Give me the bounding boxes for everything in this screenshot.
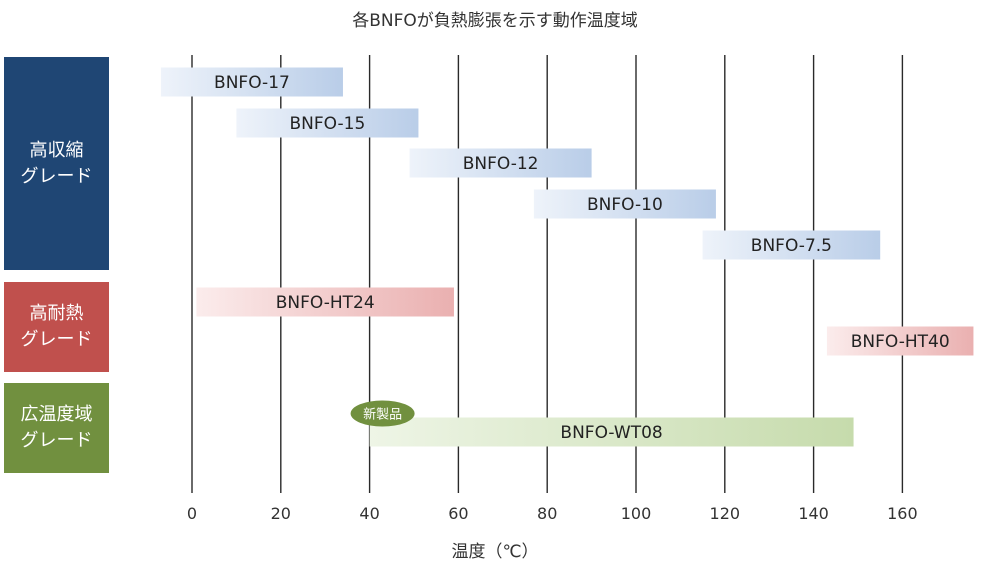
bar-label: BNFO-7.5 — [751, 236, 832, 256]
x-axis-label: 温度（℃） — [451, 542, 539, 562]
new-product-badge-label: 新製品 — [363, 407, 402, 423]
group-label-high-shrinkage: 高収縮 グレード — [4, 57, 109, 270]
group-label-line1: 広温度域 — [20, 404, 93, 425]
x-tick-label: 100 — [621, 504, 652, 523]
bar-label: BNFO-17 — [214, 73, 290, 93]
bar-label: BNFO-HT24 — [276, 293, 375, 313]
x-tick-label: 80 — [537, 504, 557, 523]
range-bar — [409, 148, 592, 178]
bar-label: BNFO-15 — [290, 114, 366, 134]
x-tick-label: 20 — [271, 504, 291, 523]
x-tick-label: 40 — [359, 504, 379, 523]
range-bar — [369, 417, 854, 447]
bar-label: BNFO-HT40 — [851, 332, 950, 352]
group-label-high-heat-resistance: 高耐熱 グレード — [4, 282, 109, 372]
x-tick-label: 60 — [448, 504, 468, 523]
x-tick-label: 160 — [887, 504, 918, 523]
chart-title: 各BNFOが負熱膨張を示す動作温度域 — [352, 11, 638, 31]
range-bar — [160, 67, 343, 97]
bar-label: BNFO-10 — [587, 195, 663, 215]
x-tick-label: 140 — [798, 504, 829, 523]
new-product-badge — [350, 400, 415, 427]
group-label-line1: 高収縮 — [29, 139, 84, 161]
bar-label: BNFO-12 — [463, 154, 539, 174]
range-bar — [826, 326, 974, 356]
range-bar — [702, 230, 881, 260]
range-bar — [533, 189, 716, 219]
x-tick-label: 120 — [710, 504, 741, 523]
group-label-line2: グレード — [20, 430, 93, 451]
x-tick-label: 0 — [187, 504, 197, 523]
group-label-wide-temperature-range: 広温度域 グレード — [4, 383, 109, 473]
range-bar — [196, 287, 454, 317]
group-label-line1: 高耐熱 — [29, 303, 84, 324]
bar-label: BNFO-WT08 — [560, 423, 662, 443]
range-bar — [236, 108, 419, 138]
group-label-line2: グレード — [20, 329, 93, 350]
group-label-line2: グレード — [20, 165, 93, 187]
